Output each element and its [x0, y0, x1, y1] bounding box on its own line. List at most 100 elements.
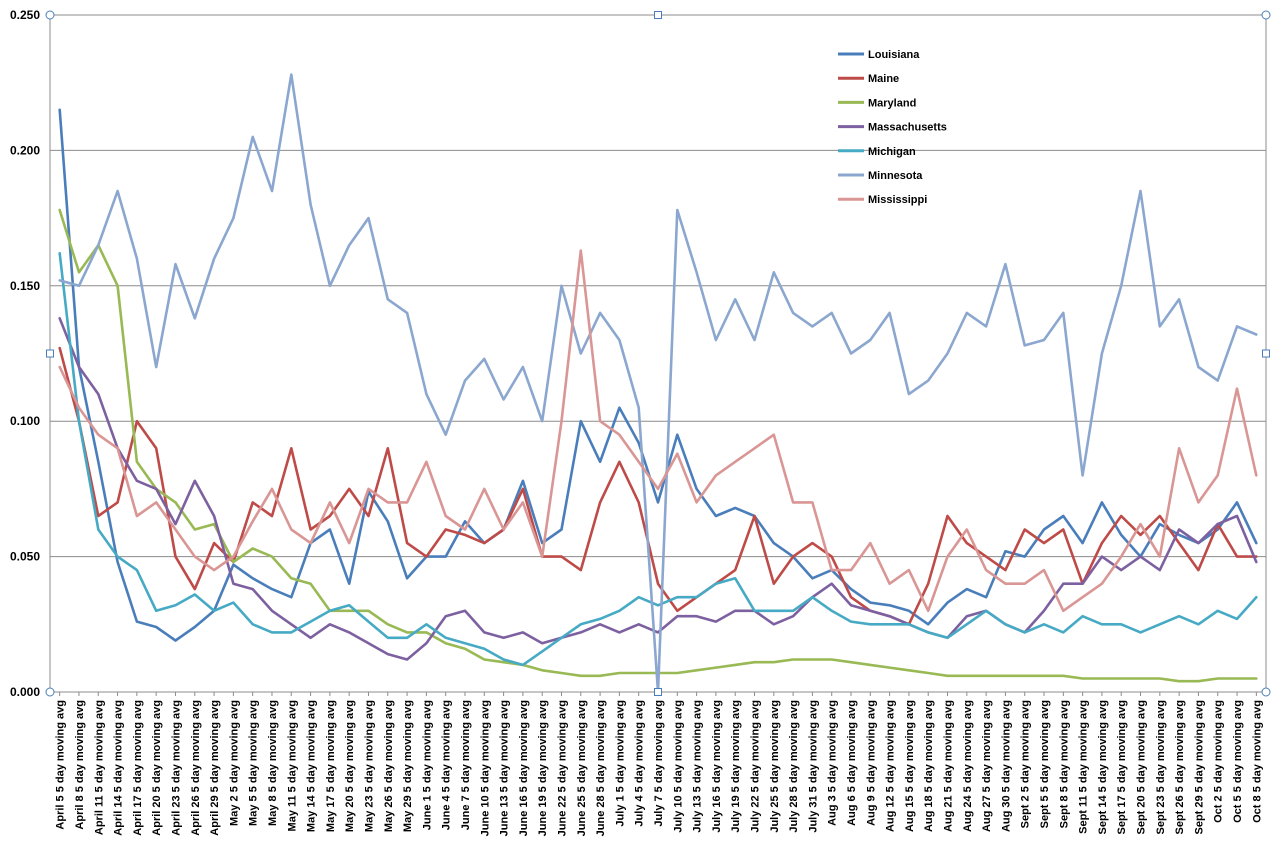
x-tick-label: April 23 5 day moving avg: [170, 700, 182, 836]
x-tick-label: May 17 5 day moving avg: [325, 700, 337, 832]
resize-handle[interactable]: [45, 10, 55, 20]
series-line-maine[interactable]: [58, 346, 1258, 626]
x-tick-label: June 13 5 day moving avg: [499, 700, 511, 836]
resize-handle[interactable]: [654, 11, 662, 19]
x-tick-label: Sept 29 5 day moving avg: [1193, 700, 1205, 835]
legend-item-maryland[interactable]: Maryland: [838, 97, 916, 109]
x-tick-label: Sept 11 5 day moving avg: [1078, 700, 1090, 834]
x-tick-label: Aug 12 5 day moving avg: [885, 700, 897, 832]
x-tick-label: July 10 5 day moving avg: [672, 700, 684, 833]
y-tick-label: 0.150: [10, 279, 40, 293]
x-tick-label: Aug 6 5 day moving avg: [846, 700, 858, 826]
x-tick-label: July 13 5 day moving avg: [692, 700, 704, 833]
series-line-massachusetts[interactable]: [58, 316, 1258, 661]
x-tick-label: June 1 5 day moving avg: [421, 700, 433, 830]
x-tick-label: July 16 5 day moving avg: [711, 700, 723, 833]
x-tick-label: June 22 5 day moving avg: [556, 700, 568, 836]
x-tick-label: May 23 5 day moving avg: [363, 700, 375, 832]
x-tick-label: Aug 27 5 day moving avg: [981, 700, 993, 832]
x-tick-label: April 17 5 day moving avg: [132, 700, 144, 836]
x-tick-label: May 26 5 day moving avg: [383, 700, 395, 832]
resize-handle[interactable]: [1261, 10, 1271, 20]
chart-selection-handles[interactable]: [45, 10, 1271, 697]
x-tick-label: Oct 5 5 day moving avg: [1232, 700, 1244, 823]
legend-item-maine[interactable]: Maine: [838, 73, 899, 85]
resize-handle[interactable]: [46, 349, 54, 358]
x-tick-label: April 26 5 day moving avg: [190, 700, 202, 836]
x-tick-label: June 4 5 day moving avg: [441, 700, 453, 830]
resize-handle[interactable]: [654, 688, 662, 696]
x-tick-label: April 20 5 day moving avg: [151, 700, 163, 836]
x-tick-label: June 25 5 day moving avg: [576, 700, 588, 836]
x-tick-label: May 14 5 day moving avg: [306, 700, 318, 832]
x-tick-label: May 11 5 day moving avg: [286, 700, 298, 831]
y-tick-label: 0.050: [10, 550, 40, 564]
x-tick-label: May 8 5 day moving avg: [267, 700, 279, 826]
legend-item-minnesota[interactable]: Minnesota: [838, 170, 923, 182]
x-tick-label: July 22 5 day moving avg: [750, 700, 762, 833]
legend-label: Massachusetts: [868, 122, 947, 134]
legend-label: Louisiana: [868, 49, 920, 61]
x-tick-label: May 2 5 day moving avg: [228, 700, 240, 826]
resize-handle[interactable]: [1262, 349, 1270, 358]
resize-handle[interactable]: [45, 687, 55, 697]
x-tick-label: Aug 24 5 day moving avg: [962, 700, 974, 832]
y-tick-label: 0.200: [10, 143, 40, 157]
legend-label: Maryland: [868, 97, 916, 109]
x-tick-label: July 28 5 day moving avg: [788, 700, 800, 833]
series-lines: [58, 73, 1258, 694]
legend-item-massachusetts[interactable]: Massachusetts: [838, 122, 947, 134]
legend-label: Minnesota: [868, 170, 923, 182]
x-tick-label: Oct 8 5 day moving avg: [1251, 700, 1263, 823]
x-tick-label: July 1 5 day moving avg: [614, 700, 626, 827]
x-tick-label: Sept 2 5 day moving avg: [1020, 700, 1032, 828]
x-tick-label: July 31 5 day moving avg: [807, 700, 819, 833]
x-tick-label: Aug 18 5 day moving avg: [923, 700, 935, 832]
x-tick-label: Sept 17 5 day moving avg: [1116, 700, 1128, 835]
x-tick-label: June 10 5 day moving avg: [479, 700, 491, 836]
x-tick-label: April 8 5 day moving avg: [74, 700, 86, 830]
x-tick-label: April 29 5 day moving avg: [209, 700, 221, 836]
y-axis-tick-labels: 0.000 0.050 0.100 0.150 0.200 0.250: [10, 8, 40, 699]
x-tick-label: April 11 5 day moving avg: [93, 700, 105, 835]
legend[interactable]: Louisiana Maine Maryland Massachusetts Michi…: [838, 49, 947, 206]
x-tick-label: June 16 5 day moving avg: [518, 700, 530, 836]
legend-label: Maine: [868, 73, 899, 85]
x-tick-label: Aug 15 5 day moving avg: [904, 700, 916, 832]
x-tick-label: July 4 5 day moving avg: [634, 700, 646, 827]
y-tick-label: 0.000: [10, 685, 40, 699]
x-tick-label: July 7 5 day moving avg: [653, 700, 665, 827]
y-tick-label: 0.250: [10, 8, 40, 22]
x-tick-label: May 20 5 day moving avg: [344, 700, 356, 832]
x-tick-label: Sept 14 5 day moving avg: [1097, 700, 1109, 835]
series-line-mississippi[interactable]: [58, 249, 1258, 613]
x-tick-label: May 29 5 day moving avg: [402, 700, 414, 832]
series-line-michigan[interactable]: [58, 252, 1258, 667]
x-tick-label: June 28 5 day moving avg: [595, 700, 607, 836]
x-axis-tick-labels: April 5 5 day moving avg April 8 5 day mo…: [55, 692, 1263, 836]
series-line-louisiana[interactable]: [58, 108, 1258, 642]
legend-label: Mississippi: [868, 194, 927, 206]
x-tick-label: July 19 5 day moving avg: [730, 700, 742, 833]
legend-item-mississippi[interactable]: Mississippi: [838, 194, 927, 206]
x-tick-label: May 5 5 day moving avg: [248, 700, 260, 826]
x-tick-label: April 14 5 day moving avg: [113, 700, 125, 836]
x-tick-label: July 25 5 day moving avg: [769, 700, 781, 833]
x-tick-label: Aug 3 5 day moving avg: [827, 700, 839, 826]
gridlines: [49, 14, 1267, 693]
legend-item-louisiana[interactable]: Louisiana: [838, 49, 920, 61]
x-tick-label: Sept 20 5 day moving avg: [1136, 700, 1148, 835]
x-tick-label: Aug 21 5 day moving avg: [943, 700, 955, 832]
resize-handle[interactable]: [1261, 687, 1271, 697]
x-tick-label: Aug 9 5 day moving avg: [865, 700, 877, 826]
series-line-minnesota[interactable]: [58, 73, 1258, 694]
x-tick-label: Sept 23 5 day moving avg: [1155, 700, 1167, 835]
y-tick-label: 0.100: [10, 414, 40, 428]
x-tick-label: June 19 5 day moving avg: [537, 700, 549, 836]
x-tick-label: Aug 30 5 day moving avg: [1000, 700, 1012, 832]
legend-label: Michigan: [868, 146, 916, 158]
legend-item-michigan[interactable]: Michigan: [838, 146, 916, 158]
x-tick-label: Sept 26 5 day moving avg: [1174, 700, 1186, 835]
x-tick-label: Oct 2 5 day moving avg: [1213, 700, 1225, 823]
